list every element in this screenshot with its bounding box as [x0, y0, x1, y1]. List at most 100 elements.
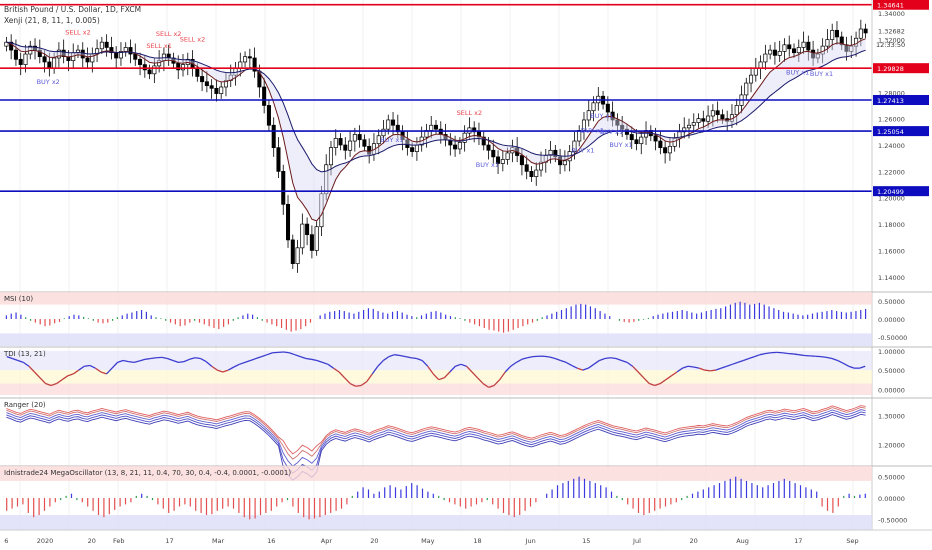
candle-down: [357, 134, 362, 141]
panel-tick-label: 1.00000: [878, 348, 905, 356]
tdi-line-segment: [388, 354, 395, 358]
candle-down: [496, 156, 501, 164]
candle-up: [324, 164, 329, 195]
candle-up: [706, 115, 711, 122]
candle-down: [663, 147, 668, 154]
tdi-line-segment: [477, 377, 484, 384]
tdi-line-segment: [527, 355, 534, 359]
tdi-line-segment: [183, 358, 190, 363]
tdi-line-segment: [610, 357, 617, 360]
candle-down: [787, 44, 792, 50]
candle-down: [133, 53, 138, 60]
panel-tick-label: 0.00000: [878, 386, 905, 394]
signal-label: BUY x1: [600, 128, 623, 136]
ranger-band: [6, 406, 866, 460]
price-tick-label: 1.24000: [878, 142, 905, 150]
candle-up: [734, 105, 739, 116]
tdi-line-segment: [300, 356, 307, 360]
time-axis-label: Mar: [212, 537, 225, 545]
candle-down: [42, 56, 47, 63]
candle-down: [200, 76, 205, 83]
candle-up: [796, 47, 801, 54]
tdi-line-segment: [227, 366, 235, 371]
signal-label: BUY x1: [581, 127, 604, 135]
symbol-title: British Pound / U.S. Dollar, 1D, FXCM: [4, 5, 141, 14]
tdi-line-segment: [289, 352, 295, 356]
candle-up: [52, 57, 57, 69]
tdi-line-segment: [416, 357, 423, 362]
candle-down: [114, 52, 119, 59]
tdi-line-segment: [549, 356, 556, 360]
signal-label: BUY x1: [609, 141, 632, 149]
tdi-line-segment: [521, 357, 528, 360]
tdi-line-segment: [510, 361, 517, 367]
tdi-line-segment: [460, 363, 467, 367]
tdi-line-segment: [239, 361, 246, 365]
tdi-line-segment: [465, 365, 473, 373]
candle-up: [777, 51, 782, 56]
candle-down: [481, 136, 486, 146]
ranger-band: [6, 405, 866, 455]
candle-up: [815, 53, 820, 59]
candle-up: [691, 122, 696, 126]
price-tick-label: 1.16000: [878, 247, 905, 255]
candle-down: [772, 49, 777, 56]
tdi-line-segment: [172, 359, 179, 363]
tdi-line-segment: [366, 373, 373, 382]
candle-down: [80, 49, 85, 59]
panel-title: Ranger (20): [4, 401, 46, 409]
candle-up: [123, 47, 128, 52]
support-resistance-levels: [0, 3, 872, 192]
signal-label: SELL x1: [146, 42, 172, 50]
tdi-line-segment: [311, 358, 318, 362]
tdi-line-segment: [394, 354, 401, 357]
time-axis-label: 20: [370, 537, 378, 545]
tdi-line-segment: [255, 356, 262, 360]
tdi-line-segment: [84, 364, 90, 367]
candle-down: [519, 155, 524, 166]
candle-up: [328, 147, 334, 166]
time-axis-label: 20: [88, 537, 96, 545]
tdi-line-segment: [449, 365, 456, 373]
level-tag-bg: [873, 126, 929, 137]
candle-down: [453, 144, 458, 150]
tdi-line-segment: [39, 377, 47, 384]
candle-down: [138, 58, 143, 65]
tdi-line-segment: [593, 359, 600, 365]
panel-tick-label: -0.50000: [878, 334, 907, 342]
tdi-line-segment: [643, 377, 650, 384]
tdi-line-segment: [842, 362, 849, 367]
candle-up: [414, 144, 419, 152]
tdi-line-segment: [17, 359, 24, 363]
signal-label: BUY x1: [476, 161, 499, 169]
tdi-line-segment: [333, 367, 340, 373]
ranger-band: [6, 409, 866, 467]
candle-up: [667, 145, 672, 154]
tdi-line-segment: [637, 371, 645, 379]
tdi-line-segment: [793, 353, 799, 356]
candle-up: [801, 41, 806, 48]
panel-tick-label: 0.50000: [878, 298, 905, 306]
time-axis-label: Aug: [736, 537, 749, 545]
candle-down: [806, 41, 811, 51]
candle-up: [710, 110, 715, 117]
time-axis-label: May: [421, 537, 435, 545]
candle-down: [286, 203, 291, 241]
candle-up: [223, 80, 228, 88]
panel-tick-label: 1.20000: [878, 442, 905, 450]
level-tag-text: 1.29828: [877, 65, 904, 73]
tdi-line-segment: [316, 359, 323, 363]
price-tick-label: 1.26000: [878, 116, 905, 124]
candle-down: [405, 139, 410, 148]
candle-up: [672, 138, 677, 147]
panel-tick-label: -0.50000: [878, 516, 907, 524]
candle-down: [18, 58, 23, 65]
price-tick-label: 1.18000: [878, 221, 905, 229]
candle-down: [309, 234, 314, 251]
signal-label: SELL x2: [457, 109, 483, 117]
candle-down: [266, 105, 271, 126]
tdi-line-segment: [665, 375, 672, 381]
time-axis-label: Sep: [846, 537, 858, 545]
tdi-line-segment: [189, 357, 196, 360]
